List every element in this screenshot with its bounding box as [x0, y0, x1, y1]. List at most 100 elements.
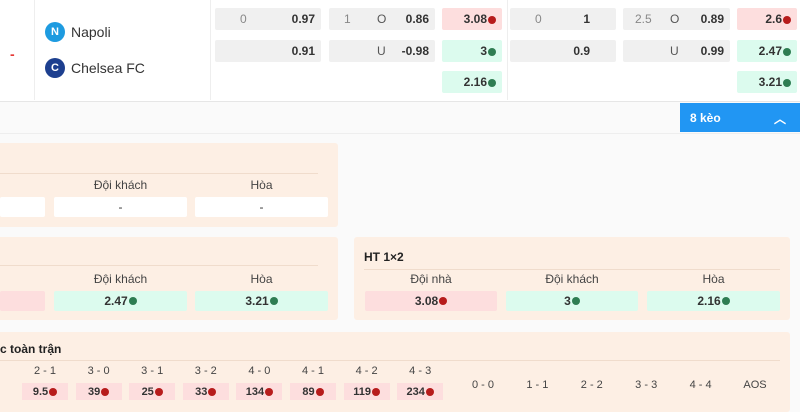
odd: 119: [353, 385, 371, 398]
arrow-down-icon: [315, 387, 324, 396]
odd-away[interactable]: -: [54, 197, 187, 217]
ft-1x2-home[interactable]: 3.08: [442, 8, 502, 30]
score-odd[interactable]: 33: [182, 383, 229, 400]
odd-draw[interactable]: 2.16: [647, 291, 780, 311]
score-odd[interactable]: 134: [236, 383, 283, 400]
score-odd[interactable]: 9.5: [22, 383, 68, 400]
odd: -0.98: [401, 44, 429, 58]
match-status: -: [10, 46, 15, 62]
score-odd[interactable]: 39: [75, 383, 122, 400]
ft-handicap-away[interactable]: 0.91: [215, 40, 321, 62]
odd-away[interactable]: 2.47: [54, 291, 187, 311]
odd-away[interactable]: 3: [506, 291, 638, 311]
odd-draw[interactable]: -: [195, 197, 328, 217]
label-away: Đội khách: [93, 272, 148, 286]
line: 0: [240, 12, 247, 26]
ft-under[interactable]: U -0.98: [329, 40, 435, 62]
over-label: O: [377, 12, 387, 26]
ft-1x2-away[interactable]: 3: [442, 40, 502, 62]
arrow-down-icon: [783, 15, 791, 24]
odd: 3.08: [414, 294, 439, 308]
line: 2.5: [635, 12, 652, 26]
h2-under[interactable]: U 0.99: [623, 40, 730, 62]
more-odds-button[interactable]: 8 kèo ︿: [680, 103, 800, 132]
h2-1x2-away[interactable]: 2.47: [737, 40, 797, 62]
odd-home[interactable]: 3.08: [365, 291, 497, 311]
draw-score-label: 3 - 3: [635, 379, 658, 391]
label-away: Đội khách: [545, 272, 599, 286]
score-odd[interactable]: 25: [129, 383, 176, 400]
arrow-down-icon: [265, 387, 274, 396]
label-draw: Hòa: [250, 178, 273, 192]
h2-handicap-away[interactable]: 0.9: [510, 40, 616, 62]
h2-1x2-home[interactable]: 2.6: [737, 8, 797, 30]
draw-score-label: 4 - 4: [689, 379, 712, 391]
correct-score-panel: c toàn trận 2 - 1 9.5 3 - 0 39 3 - 1 25 3 - 2 3…: [0, 332, 790, 412]
draw-score-label: 2 - 2: [580, 379, 603, 391]
divider: [507, 0, 508, 100]
label-draw: Hòa: [702, 272, 725, 286]
odd: 3.08: [463, 12, 487, 26]
home-team[interactable]: N Napoli: [45, 22, 111, 42]
napoli-logo-icon: N: [45, 22, 65, 42]
odd: 3.21: [245, 294, 269, 308]
score-label: 3 - 0: [87, 365, 110, 377]
arrow-up-icon: [488, 47, 496, 56]
odd: 39: [87, 385, 101, 398]
score-label: 4 - 1: [301, 365, 324, 377]
h2-1x2-draw[interactable]: 3.21: [737, 71, 797, 93]
odd: 0.91: [291, 44, 315, 58]
odd: 134: [245, 385, 265, 398]
draw-score-label: AOS: [743, 379, 767, 391]
arrow-up-icon: [571, 297, 580, 305]
ft-handicap-home[interactable]: 0 0.97: [215, 8, 321, 30]
label-home: Đội nhà: [410, 272, 452, 286]
away-team-name: Chelsea FC: [71, 60, 145, 76]
score-odd[interactable]: 119: [343, 383, 390, 400]
odd-draw[interactable]: 3.21: [195, 291, 328, 311]
over-label: O: [670, 12, 680, 26]
under-label: U: [377, 44, 386, 58]
arrow-up-icon: [721, 297, 730, 305]
divider: [0, 173, 318, 174]
score-odd[interactable]: 89: [290, 383, 336, 400]
line: 0: [535, 12, 542, 26]
odd: 33: [195, 385, 208, 398]
divider: [364, 269, 780, 270]
odd-home[interactable]: [0, 291, 45, 311]
draw-score-label: 1 - 1: [526, 379, 549, 391]
arrow-down-icon: [488, 15, 496, 24]
score-label: 3 - 1: [141, 365, 164, 377]
arrow-down-icon: [371, 387, 380, 396]
odd: 0.86: [405, 12, 429, 26]
ft-over[interactable]: 1 O 0.86: [329, 8, 435, 30]
score-label: 2 - 1: [33, 365, 56, 377]
odd: 0.89: [700, 12, 724, 26]
arrow-up-icon: [128, 297, 137, 305]
odd: 89: [302, 385, 315, 398]
ft-1x2-draw[interactable]: 2.16: [442, 71, 502, 93]
divider: [0, 360, 780, 361]
draw-score-label: 0 - 0: [471, 379, 494, 391]
divider: [0, 133, 800, 134]
home-team-name: Napoli: [71, 24, 111, 40]
score-odd[interactable]: 234: [397, 383, 444, 400]
away-team[interactable]: C Chelsea FC: [45, 58, 145, 78]
match-row: - N Napoli C Chelsea FC 0 0.97 0.91 1 O 0.86 …: [0, 0, 800, 102]
arrow-down-icon: [425, 387, 434, 396]
h2-over[interactable]: 2.5 O 0.89: [623, 8, 730, 30]
odd: 0.99: [700, 44, 724, 58]
label-away: Đội khách: [93, 178, 148, 192]
arrow-down-icon: [439, 297, 448, 305]
market-panel-1: Đội khách Hòa - -: [0, 143, 338, 227]
under-label: U: [670, 44, 679, 58]
odd: 2.16: [463, 75, 487, 89]
line: 1: [344, 12, 351, 26]
odd-home[interactable]: [0, 197, 45, 217]
odd: 1: [583, 12, 590, 26]
arrow-down-icon: [208, 387, 217, 396]
odd: 3: [480, 44, 487, 58]
odd: 0.9: [573, 44, 590, 58]
score-label: 4 - 3: [409, 365, 432, 377]
